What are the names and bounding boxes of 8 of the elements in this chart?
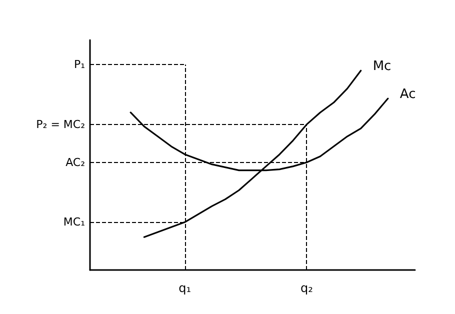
x-tick-label: q₂	[300, 281, 314, 295]
ref-line-label: MC₁	[63, 216, 85, 229]
ref-line-label: P₁	[74, 58, 85, 72]
ref-line-label: P₂ = MC₂	[36, 118, 85, 131]
x-tick-label: q₁	[178, 281, 192, 295]
series-label: Mc	[372, 59, 392, 74]
series-label: Ac	[400, 87, 416, 102]
ref-line-label: AC₂	[66, 156, 85, 169]
